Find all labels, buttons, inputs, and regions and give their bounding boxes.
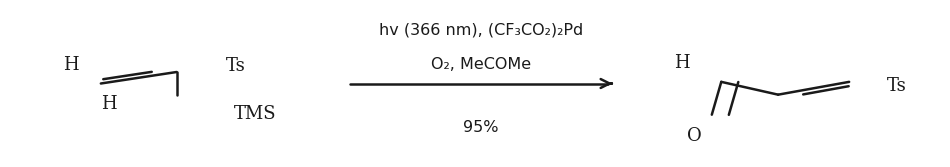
Text: H: H bbox=[63, 56, 78, 74]
Text: TMS: TMS bbox=[234, 105, 276, 123]
Text: H: H bbox=[674, 54, 690, 72]
Text: O: O bbox=[688, 127, 702, 145]
Text: 95%: 95% bbox=[464, 120, 499, 135]
Text: H: H bbox=[101, 95, 116, 113]
Text: hv (366 nm), (CF₃CO₂)₂Pd: hv (366 nm), (CF₃CO₂)₂Pd bbox=[379, 23, 583, 38]
Text: O₂, MeCOMe: O₂, MeCOMe bbox=[431, 57, 531, 72]
Text: Ts: Ts bbox=[887, 77, 907, 96]
Text: Ts: Ts bbox=[226, 57, 246, 75]
